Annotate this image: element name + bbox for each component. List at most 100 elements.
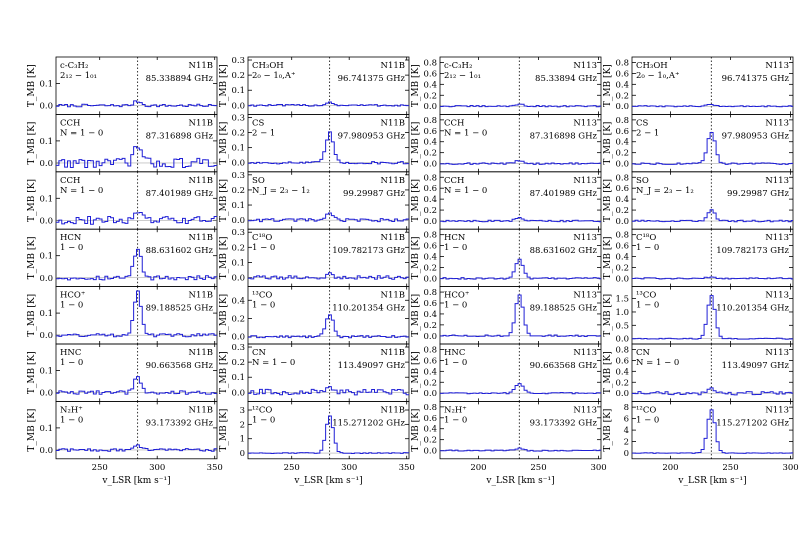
spectrum-line (440, 383, 601, 395)
y-tick-label: 0.0 (423, 102, 437, 112)
frequency-label: 88.631602 GHz (530, 246, 598, 256)
x-axis-label: v_LSR [km s⁻¹] (293, 476, 362, 486)
frequency-label: 110.201354 GHz (716, 304, 789, 314)
source-label: N11B (189, 233, 214, 243)
y-axis-label: T_MB [K] (603, 64, 613, 107)
y-axis-label: T_MB [K] (219, 294, 229, 337)
x-tick-label: 300 (590, 463, 606, 473)
molecule-label: N₂H⁺ (60, 405, 83, 415)
y-tick-label: 0.0 (615, 217, 629, 227)
y-tick-label: 0.6 (423, 184, 437, 194)
y-tick-label: 1 (240, 435, 245, 445)
x-tick-label: 200 (662, 463, 678, 473)
transition-label: 1 − 0 (444, 301, 467, 311)
y-tick-label: 0.6 (423, 356, 437, 366)
y-tick-label: 0.0 (423, 274, 437, 284)
source-label: N113 (765, 233, 789, 243)
molecule-label: CCH (444, 118, 464, 128)
x-tick-label: 250 (92, 463, 108, 473)
frequency-label: 97.980953 GHz (722, 131, 790, 141)
y-axis-label: T_MB [K] (27, 236, 37, 279)
x-tick-label: 250 (530, 463, 546, 473)
y-axis-label: T_MB [K] (411, 179, 421, 222)
y-tick-label: 0.2 (231, 314, 245, 324)
molecule-label: SO (252, 176, 265, 186)
y-tick-label: 0.6 (423, 127, 437, 137)
transition-label: 2 − 1 (252, 128, 275, 138)
frequency-label: 97.980953 GHz (338, 131, 406, 141)
source-label: N113 (765, 405, 789, 415)
spectrum-line (440, 217, 601, 223)
y-tick-label: 0.3 (231, 171, 245, 181)
y-tick-label: 0.0 (423, 332, 437, 342)
transition-label: 1 − 0 (60, 243, 83, 253)
y-tick-label: 0.2 (423, 149, 437, 159)
y-axis-label: T_MB [K] (411, 122, 421, 165)
y-tick-label: 0.4 (615, 253, 629, 263)
y-tick-label: 0.2 (615, 91, 629, 101)
source-label: N11B (189, 118, 214, 128)
spectrum-panel: 0.00.20.40.60.8 CS2 − 1 N113 97.980953 GHz T… (603, 114, 794, 173)
x-tick-label: 250 (284, 463, 300, 473)
molecule-label: ¹³CO (252, 291, 272, 301)
molecule-label: CS (252, 118, 265, 128)
spectrum-line (632, 276, 793, 280)
y-tick-label: 0.4 (423, 80, 437, 90)
y-tick-label: 2 (624, 438, 629, 448)
y-tick-label: 0.6 (423, 69, 437, 79)
transition-label: N = 1 − 0 (444, 186, 487, 196)
y-tick-label: 0.4 (231, 296, 245, 306)
y-tick-label: 0.2 (423, 206, 437, 216)
source-label: N11B (381, 348, 406, 358)
transition-label: 2₀ − 1₀,A⁺ (252, 71, 295, 81)
source-label: N113 (573, 291, 597, 301)
y-tick-label: 0.6 (615, 242, 629, 252)
y-axis-label: T_MB [K] (27, 179, 37, 222)
y-tick-label: 0.0 (39, 274, 53, 284)
molecule-label: c-C₃H₂ (60, 61, 88, 71)
y-tick-label: 4 (624, 426, 629, 436)
molecule-label: CH₃OH (252, 61, 284, 71)
spectrum-panel: 0.0 0.1 HCO⁺1 − 0 N11B 89.188525 GHz T_MB [K] (27, 286, 218, 345)
y-tick-label: 0 (624, 449, 629, 459)
transition-label: 1 − 0 (60, 301, 83, 311)
frequency-label: 115.271202 GHz (716, 418, 789, 428)
source-label: N113 (573, 405, 597, 415)
source-label: N113 (573, 233, 597, 243)
y-tick-label: 0.4 (423, 195, 437, 205)
transition-label: 1 − 0 (252, 415, 275, 425)
y-axis-label: T_MB [K] (603, 122, 613, 165)
y-tick-label: 0.4 (615, 138, 629, 148)
y-tick-label: 0.8 (615, 345, 629, 355)
source-label: N11B (381, 233, 406, 243)
transition-label: N = 1 − 0 (444, 128, 487, 138)
spectrum-line (56, 146, 217, 169)
y-tick-label: 0.2 (423, 263, 437, 273)
spectrum-line (440, 103, 601, 108)
y-tick-label: 0.2 (423, 436, 437, 446)
y-tick-label: 0.4 (615, 80, 629, 90)
y-tick-label: 0.1 (39, 137, 53, 147)
x-axis-label: v_LSR [km s⁻¹] (101, 476, 170, 486)
y-tick-label: 0.2 (615, 263, 629, 273)
y-tick-label: 0.0 (231, 274, 245, 284)
source-label: N113 (765, 348, 789, 358)
source-label: N113 (573, 176, 597, 186)
y-tick-label: 0.2 (615, 206, 629, 216)
spectrum-panel: 0.00.20.40.60.8 SON_J = 2₃ − 1₂ N113 99.299… (603, 171, 794, 230)
y-tick-label: 0.0 (39, 159, 53, 169)
y-tick-label: 0.8 (423, 173, 437, 183)
spectrum-line (248, 415, 409, 454)
y-tick-label: 0.0 (231, 159, 245, 169)
transition-label: 2₁₂ − 1₀₁ (60, 71, 97, 81)
y-tick-label: 0.2 (615, 378, 629, 388)
spectrum-line (632, 209, 793, 223)
y-tick-label: 0.4 (423, 138, 437, 148)
spectrum-line (56, 248, 217, 281)
